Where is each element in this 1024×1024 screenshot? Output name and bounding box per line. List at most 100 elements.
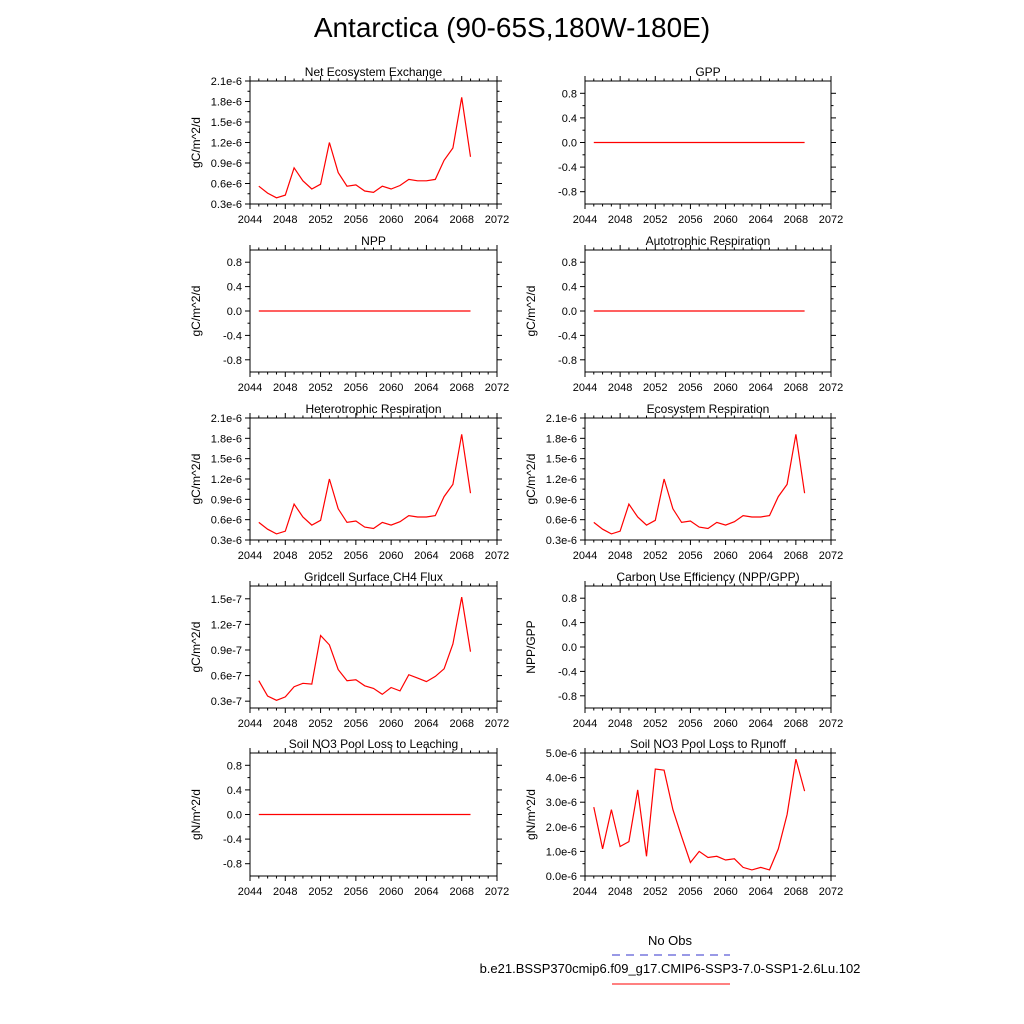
x-tick-label: 2068 [449, 214, 473, 226]
series-line [258, 97, 472, 199]
y-tick-label: 0.8 [562, 257, 577, 269]
x-tick-label: 2072 [485, 214, 509, 226]
x-tick-label: 2068 [784, 550, 808, 562]
y-tick-label: 0.3e-6 [546, 535, 577, 547]
x-tick-label: 2060 [379, 214, 403, 226]
x-tick-label: 2064 [414, 886, 438, 898]
chart-panel-9: Soil NO3 Pool Loss to Leaching 2044 2048 20… [189, 737, 509, 898]
x-tick-label: 2072 [485, 382, 509, 394]
x-tick-label: 2052 [308, 382, 332, 394]
x-tick-label: 2048 [273, 382, 297, 394]
y-tick-label: -0.4 [558, 666, 577, 678]
y-tick-label: -0.8 [223, 859, 242, 871]
x-tick-label: 2064 [748, 718, 772, 730]
y-tick-label: 1.2e-7 [211, 619, 242, 631]
chart-panel-3: NPP 2044 2048 2052 2056 2060 2064 2068 2072 -0.8 -… [189, 234, 509, 394]
y-tick-label: 0.4 [227, 785, 242, 797]
chart-panel-6: Ecosystem Respiration 2044 2048 2052 2056 206… [524, 402, 843, 562]
x-tick-label: 2060 [379, 886, 403, 898]
series-line [593, 434, 806, 535]
chart-title: Soil NO3 Pool Loss to Runoff [630, 737, 787, 751]
chart-title: GPP [695, 65, 720, 79]
y-tick-label: 4.0e-6 [546, 773, 577, 785]
x-tick-label: 2064 [748, 382, 772, 394]
y-tick-label: 1.2e-6 [546, 474, 577, 486]
y-tick-label: 0.0e-6 [546, 871, 577, 883]
x-tick-label: 2052 [308, 550, 332, 562]
y-tick-label: 0.8 [227, 760, 242, 772]
y-axis-label: gC/m^2/d [189, 286, 203, 337]
plot-frame [249, 80, 498, 205]
chart-title: Soil NO3 Pool Loss to Leaching [289, 737, 458, 751]
y-tick-label: 0.0 [562, 642, 577, 654]
x-tick-label: 2072 [485, 718, 509, 730]
x-tick-label: 2048 [608, 886, 632, 898]
x-tick-label: 2068 [784, 382, 808, 394]
y-tick-label: 1.5e-6 [211, 454, 242, 466]
chart-panel-10: Soil NO3 Pool Loss to Runoff 2044 2048 2052… [524, 737, 843, 898]
x-tick-label: 2056 [678, 886, 702, 898]
x-tick-label: 2056 [344, 214, 368, 226]
x-tick-label: 2064 [748, 214, 772, 226]
y-tick-label: 0.8 [227, 257, 242, 269]
y-axis-label: gC/m^2/d [189, 454, 203, 505]
x-tick-label: 2060 [379, 550, 403, 562]
x-tick-label: 2052 [308, 214, 332, 226]
y-tick-label: 0.9e-7 [211, 645, 242, 657]
x-tick-label: 2052 [308, 718, 332, 730]
x-tick-label: 2052 [308, 886, 332, 898]
x-tick-label: 2052 [643, 886, 667, 898]
chart-title: Ecosystem Respiration [647, 402, 770, 416]
chart-panel-7: Gridcell Surface CH4 Flux 2044 2048 2052 205… [189, 570, 509, 730]
y-tick-label: 0.4 [562, 113, 577, 125]
y-axis-label: gC/m^2/d [524, 286, 538, 337]
y-tick-label: 1.5e-7 [211, 594, 242, 606]
x-tick-label: 2048 [273, 214, 297, 226]
x-tick-label: 2060 [379, 382, 403, 394]
y-axis-label: gN/m^2/d [524, 789, 538, 840]
y-tick-label: 1.8e-6 [211, 433, 242, 445]
series-line [593, 758, 806, 871]
x-tick-label: 2056 [344, 550, 368, 562]
y-tick-label: 0.8 [562, 593, 577, 605]
x-tick-label: 2060 [713, 886, 737, 898]
page-title: Antarctica (90-65S,180W-180E) [313, 12, 711, 43]
x-tick-label: 2052 [643, 550, 667, 562]
x-tick-label: 2064 [748, 886, 772, 898]
y-tick-label: 1.5e-6 [211, 117, 242, 129]
x-tick-label: 2056 [678, 718, 702, 730]
x-tick-label: 2060 [713, 382, 737, 394]
x-tick-label: 2048 [273, 886, 297, 898]
y-tick-label: 2.1e-6 [211, 413, 242, 425]
y-tick-label: 0.0 [562, 138, 577, 150]
x-tick-label: 2048 [273, 550, 297, 562]
chart-title: Gridcell Surface CH4 Flux [304, 570, 443, 584]
x-tick-label: 2056 [344, 886, 368, 898]
x-tick-label: 2052 [643, 718, 667, 730]
plot-frame [584, 417, 832, 541]
x-tick-label: 2048 [608, 550, 632, 562]
x-tick-label: 2064 [414, 214, 438, 226]
x-tick-label: 2068 [449, 382, 473, 394]
y-tick-label: 0.3e-6 [211, 535, 242, 547]
x-tick-label: 2044 [573, 550, 597, 562]
x-tick-label: 2064 [414, 718, 438, 730]
y-tick-label: 0.0 [227, 810, 242, 822]
x-tick-label: 2064 [414, 550, 438, 562]
y-tick-label: 0.4 [562, 618, 577, 630]
x-tick-label: 2048 [608, 214, 632, 226]
y-tick-label: -0.8 [558, 187, 577, 199]
chart-title: Autotrophic Respiration [646, 234, 771, 248]
x-tick-label: 2048 [608, 382, 632, 394]
x-tick-label: 2060 [379, 718, 403, 730]
x-tick-label: 2072 [819, 886, 843, 898]
x-tick-label: 2072 [819, 550, 843, 562]
x-tick-label: 2044 [573, 382, 597, 394]
x-tick-label: 2044 [238, 718, 262, 730]
x-tick-label: 2056 [344, 718, 368, 730]
y-tick-label: -0.8 [558, 355, 577, 367]
y-tick-label: -0.8 [223, 355, 242, 367]
y-tick-label: -0.4 [558, 330, 577, 342]
x-tick-label: 2072 [819, 214, 843, 226]
